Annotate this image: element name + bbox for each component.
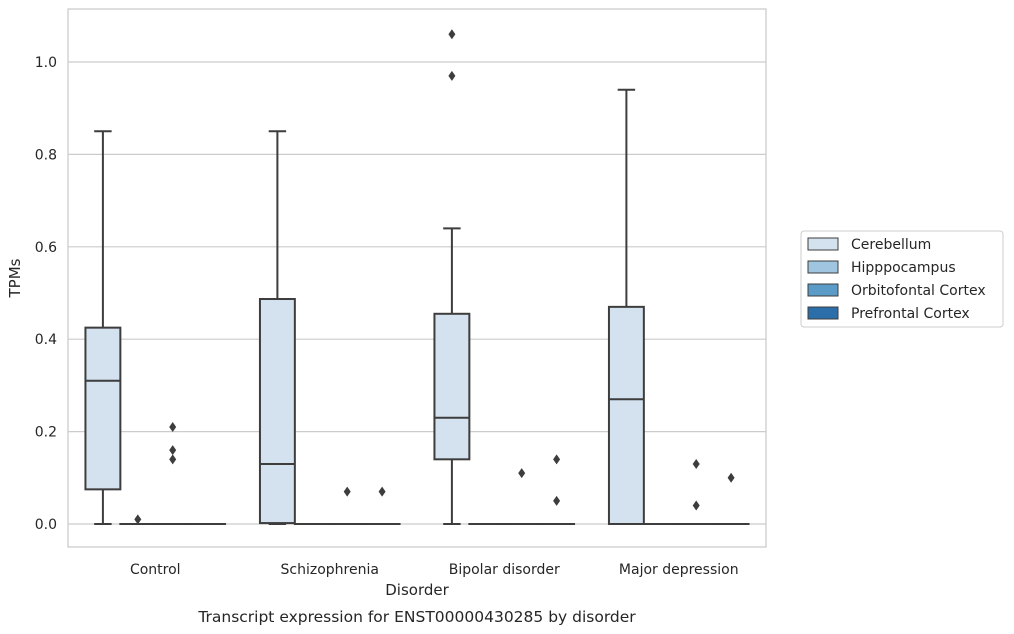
outlier-point <box>553 495 561 506</box>
chart-caption: Transcript expression for ENST0000043028… <box>197 608 636 626</box>
outlier-point <box>343 486 351 497</box>
box-plots <box>84 29 750 526</box>
box-body <box>84 326 122 491</box>
outlier-point <box>448 29 456 40</box>
box-prefrontal-cortex <box>363 486 401 526</box>
x-axis-label: Disorder <box>385 581 449 599</box>
legend-label: Cerebellum <box>851 237 931 253</box>
y-tick-label: 0.2 <box>35 425 57 441</box>
legend-swatch <box>807 306 839 320</box>
y-axis-ticks: 0.0 0.2 0.4 0.6 0.8 1.0 <box>35 55 57 533</box>
box-cerebellum <box>433 29 471 525</box>
outlier-point <box>518 468 526 479</box>
outlier-point <box>692 458 700 469</box>
box-body <box>258 298 296 525</box>
outlier-point <box>169 421 177 432</box>
y-tick-label: 0.0 <box>35 517 57 533</box>
box-orbitofontal-cortex <box>154 421 192 526</box>
x-tick-label: Bipolar disorder <box>449 562 560 578</box>
y-tick-label: 0.6 <box>35 240 57 256</box>
x-tick-label: Control <box>130 562 181 578</box>
outlier-point <box>692 500 700 511</box>
y-tick-label: 0.8 <box>35 147 57 163</box>
outlier-point <box>448 70 456 81</box>
box-orbitofontal-cortex <box>328 486 366 526</box>
box-hipppocampus <box>119 514 157 526</box>
box-cerebellum <box>84 130 122 525</box>
box-cerebellum <box>607 88 645 525</box>
legend-label: Prefrontal Cortex <box>851 306 970 322</box>
box-body <box>607 305 645 525</box>
x-axis-ticks: Control Schizophrenia Bipolar disorder Majo… <box>130 562 739 578</box>
legend-swatch <box>807 237 839 251</box>
x-tick-label: Major depression <box>619 562 739 578</box>
outlier-point <box>169 454 177 465</box>
outlier-point <box>134 514 142 525</box>
outlier-point <box>553 454 561 465</box>
legend-swatch <box>807 260 839 274</box>
outlier-point <box>378 486 386 497</box>
legend: Cerebellum Hipppocampus Orbitofontal Corte… <box>800 230 1004 328</box>
outlier-point <box>727 472 735 483</box>
box-prefrontal-cortex <box>538 454 576 526</box>
box-orbitofontal-cortex <box>503 468 541 526</box>
plot-frame <box>67 8 767 548</box>
box-prefrontal-cortex <box>712 472 750 526</box>
y-tick-label: 0.4 <box>35 332 57 348</box>
legend-swatch <box>807 283 839 297</box>
y-axis-label: TPMs <box>6 258 24 298</box>
box-orbitofontal-cortex <box>677 458 715 526</box>
outlier-point <box>169 445 177 456</box>
box-body <box>433 312 471 461</box>
box-cerebellum <box>258 130 296 525</box>
x-tick-label: Schizophrenia <box>281 562 379 578</box>
legend-frame <box>800 230 1004 328</box>
legend-label: Orbitofontal Cortex <box>851 283 986 299</box>
y-tick-label: 1.0 <box>35 55 57 71</box>
legend-label: Hipppocampus <box>851 260 956 276</box>
